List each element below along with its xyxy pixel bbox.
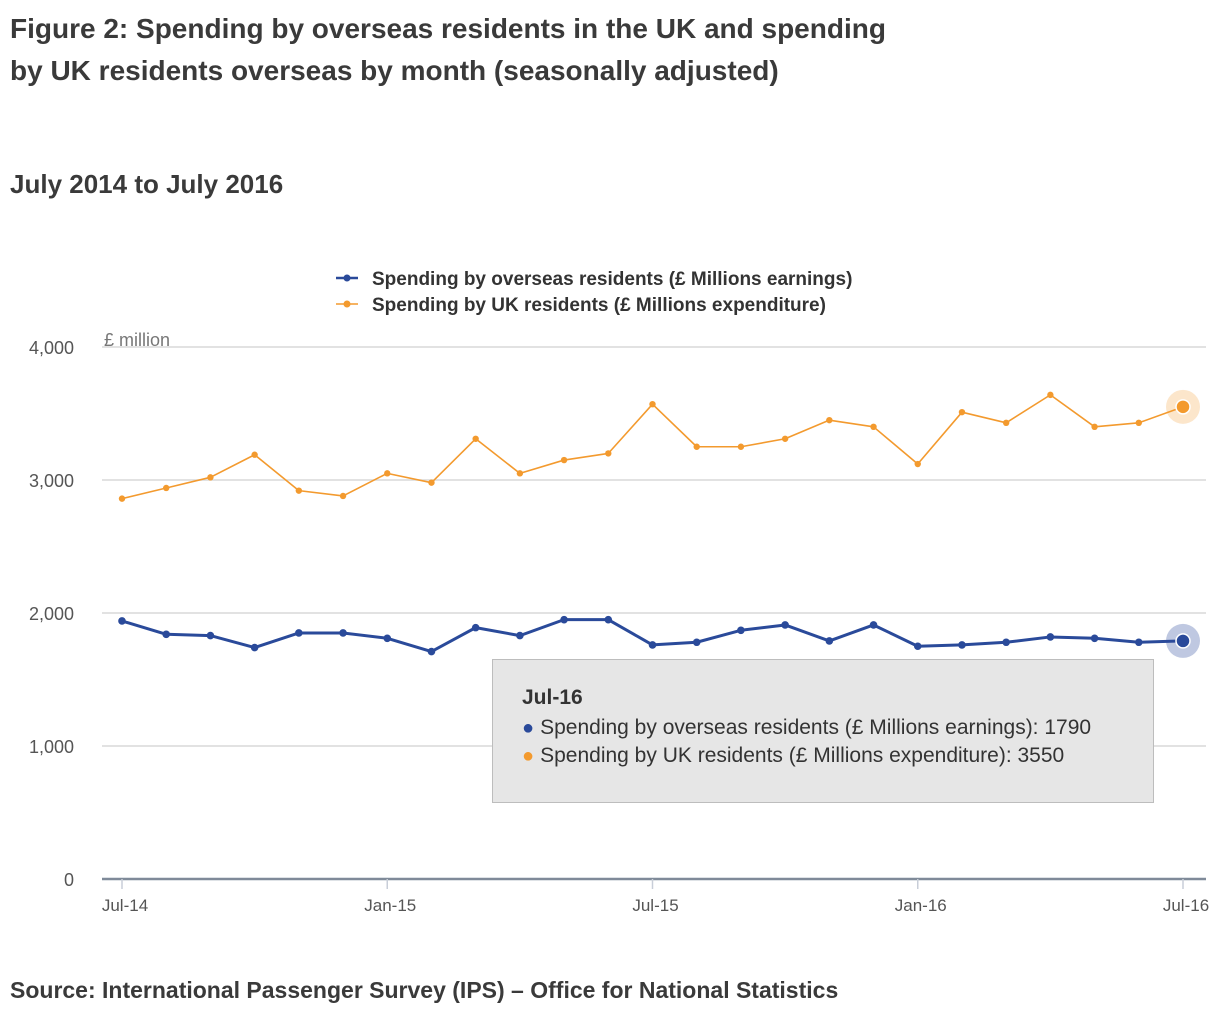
legend-label: Spending by UK residents (£ Millions exp… (372, 295, 826, 316)
data-point[interactable] (206, 631, 215, 640)
data-point[interactable] (1135, 419, 1142, 427)
legend-dot-icon (343, 300, 351, 308)
data-point[interactable] (427, 647, 436, 656)
data-point[interactable] (1047, 391, 1054, 399)
data-point[interactable] (825, 637, 834, 645)
series-layer[interactable] (118, 389, 1200, 658)
data-point[interactable] (914, 460, 921, 468)
data-point[interactable] (251, 451, 258, 458)
data-point[interactable] (1134, 638, 1143, 647)
y-tick-label: 3,000 (29, 471, 74, 491)
data-point[interactable] (560, 615, 568, 624)
data-point[interactable] (605, 450, 612, 457)
legend-label: Spending by overseas residents (£ Millio… (372, 269, 852, 290)
data-point[interactable] (163, 484, 170, 492)
data-point[interactable] (516, 631, 524, 640)
source-note: Source: International Passenger Survey (… (10, 977, 839, 1003)
data-point[interactable] (604, 615, 613, 624)
y-unit-label: £ million (104, 330, 170, 350)
data-point[interactable] (648, 641, 657, 649)
data-point[interactable] (869, 621, 878, 629)
data-point[interactable] (560, 456, 568, 464)
data-point[interactable] (737, 443, 745, 450)
data-point[interactable] (781, 435, 789, 442)
data-point[interactable] (516, 470, 524, 477)
tooltip-text-uk: Spending by UK residents (£ Millions exp… (540, 744, 1065, 767)
x-tick-label: Jan-16 (895, 896, 947, 915)
tooltip-header: Jul-16 (522, 686, 583, 709)
data-point[interactable] (1002, 419, 1010, 427)
x-tick-label: Jul-14 (102, 896, 148, 915)
data-point[interactable] (781, 621, 789, 629)
tooltip-text-overseas: Spending by overseas residents (£ Millio… (540, 716, 1092, 739)
data-point[interactable] (250, 643, 259, 652)
line-chart[interactable]: Spending by overseas residents (£ Millio… (0, 250, 1216, 930)
data-point[interactable] (958, 408, 966, 416)
data-point[interactable] (870, 423, 877, 430)
tooltip-dot-icon: ● (522, 745, 535, 767)
axes: 0 1,000 2,000 3,000 4,000 £ million Jul-14 Jan-… (29, 330, 1209, 915)
y-tick-label: 2,000 (29, 604, 74, 624)
data-point[interactable] (472, 435, 479, 442)
data-point[interactable] (649, 400, 656, 408)
data-point[interactable] (693, 443, 700, 450)
data-point[interactable] (913, 642, 922, 651)
data-point[interactable] (826, 416, 833, 424)
x-tick-label: Jan-15 (364, 896, 416, 915)
data-point[interactable] (339, 629, 347, 637)
legend[interactable]: Spending by overseas residents (£ Millio… (336, 269, 852, 316)
data-point[interactable] (1091, 423, 1098, 430)
data-point[interactable] (207, 474, 214, 481)
series-1[interactable] (118, 389, 1200, 502)
data-point[interactable] (1090, 634, 1099, 643)
data-point[interactable] (958, 641, 966, 649)
y-tick-label: 4,000 (29, 338, 74, 358)
data-point[interactable] (339, 492, 347, 500)
tooltip: Jul-16 ● Spending by overseas residents (… (492, 659, 1154, 803)
y-tick-label: 1,000 (29, 737, 74, 757)
data-point[interactable] (737, 626, 745, 635)
tooltip-dot-icon: ● (522, 717, 535, 739)
y-tick-label: 0 (64, 870, 74, 890)
data-point[interactable] (428, 479, 435, 486)
series-0[interactable] (118, 615, 1200, 658)
data-point[interactable] (1046, 633, 1055, 641)
x-tick-label: Jul-15 (632, 896, 678, 915)
data-point[interactable] (384, 470, 391, 477)
legend-dot-icon (343, 274, 351, 282)
data-point[interactable] (1002, 638, 1010, 647)
data-point[interactable] (383, 634, 392, 643)
data-point[interactable] (1175, 633, 1191, 649)
chart-title: Figure 2: Spending by overseas residents… (10, 13, 886, 86)
chart-subtitle: July 2014 to July 2016 (10, 169, 284, 199)
legend-item-1[interactable]: Spending by UK residents (£ Millions exp… (336, 295, 826, 316)
data-point[interactable] (471, 623, 480, 632)
data-point[interactable] (692, 638, 701, 647)
series-line[interactable] (121, 394, 1184, 500)
data-point[interactable] (295, 487, 303, 494)
legend-item-0[interactable]: Spending by overseas residents (£ Millio… (336, 269, 852, 290)
data-point[interactable] (118, 617, 126, 625)
data-point[interactable] (295, 629, 303, 637)
data-point[interactable] (1175, 399, 1191, 415)
tooltip-row-overseas: ● Spending by overseas residents (£ Milli… (522, 714, 1153, 742)
data-point[interactable] (118, 495, 126, 502)
data-point[interactable] (162, 630, 171, 639)
tooltip-row-uk: ● Spending by UK residents (£ Millions ex… (522, 742, 1153, 770)
x-tick-label: Jul-16 (1163, 896, 1209, 915)
